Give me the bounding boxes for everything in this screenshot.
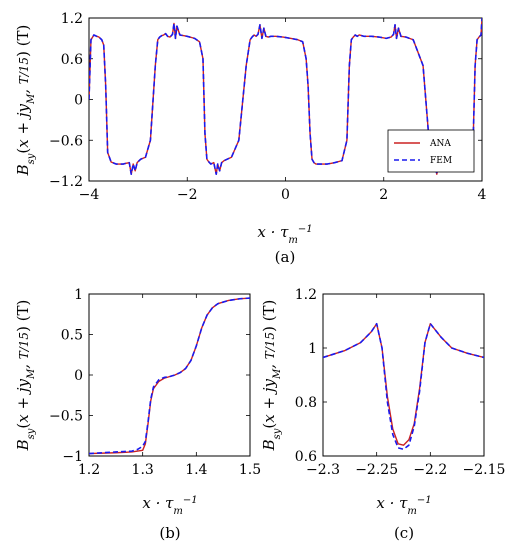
svg-text:Bsy(x + jyM, T/15) (T): Bsy(x + jyM, T/15) (T) [14, 300, 37, 452]
ytick-label: −0.5 [49, 409, 83, 425]
caption-a: (a) [275, 248, 296, 266]
legend-box [387, 129, 475, 173]
ytick-label: −1 [62, 449, 83, 465]
ytick-label: 1 [308, 341, 317, 357]
ytick-label: 0 [74, 368, 83, 384]
ytick-label: 1.2 [61, 11, 83, 27]
legend-label-ana: ANA [429, 139, 451, 149]
svg-text:Bsy(x + jyM, T/15) (T): Bsy(x + jyM, T/15) (T) [260, 300, 283, 452]
plot-frame-c [322, 293, 485, 457]
xlabel-a: x · τm−1 [257, 223, 312, 246]
ylabel-a: Bsy(x + jyM, T/15) (T) [14, 25, 37, 177]
xlabel-b: x · τm−1 [142, 494, 197, 517]
series-ana-b [89, 297, 250, 455]
xtick-label: 4 [478, 187, 487, 203]
ytick-label: 0 [74, 93, 83, 109]
ylabel-c: Bsy(x + jyM, T/15) (T) [260, 300, 283, 452]
xtick-label: −2.3 [306, 462, 340, 478]
xtick-label: −2 [177, 187, 198, 203]
ytick-label: −1.2 [49, 174, 83, 190]
xtick-label: −4 [79, 187, 100, 203]
ytick-label: 0.5 [61, 328, 83, 344]
xtick-label: 1.5 [239, 462, 261, 478]
xtick-label: −2.15 [463, 462, 506, 478]
series-fem-c [323, 322, 484, 451]
xtick-label: −2.2 [413, 462, 447, 478]
panel-c: −2.3 −2.25 −2.2 −2.15 0.6 0.8 1 1.2 Bsy(x + jyM… [260, 287, 505, 542]
ytick-label: 0.8 [295, 395, 317, 411]
svg-text:Bsy(x + jyM, T/15) (T): Bsy(x + jyM, T/15) (T) [14, 25, 37, 177]
panel-b: 1.2 1.3 1.4 1.5 −1 −0.5 0 0.5 1 Bsy(x + jyM, T/1… [14, 287, 261, 542]
ylabel-b: Bsy(x + jyM, T/15) (T) [14, 300, 37, 452]
series-ana-c [323, 323, 484, 446]
xtick-label: −2.25 [355, 462, 398, 478]
xtick-label: 2 [379, 187, 388, 203]
xlabel-c: x · τm−1 [376, 494, 431, 517]
panel-a: −4 −2 0 2 4 −1.2 −0.6 0 0.6 1.2 Bsy(x + jyM, T/15… [14, 11, 487, 266]
xtick-label: 1.2 [78, 462, 100, 478]
caption-b: (b) [159, 524, 180, 542]
ytick-label: 1.2 [295, 287, 317, 303]
ytick-label: 1 [74, 287, 83, 303]
ytick-label: −0.6 [49, 133, 83, 149]
ytick-label: 0.6 [295, 449, 317, 465]
ytick-label: 0.6 [61, 52, 83, 68]
caption-c: (c) [394, 524, 414, 542]
xtick-label: 0 [281, 187, 290, 203]
xtick-label: 1.3 [132, 462, 154, 478]
series-fem-b [89, 297, 250, 455]
series-fem-a [89, 17, 482, 176]
legend-a: ANA FEM [387, 129, 475, 173]
legend-label-fem: FEM [430, 156, 452, 166]
plot-frame-b [88, 293, 251, 457]
xtick-label: 1.4 [185, 462, 207, 478]
